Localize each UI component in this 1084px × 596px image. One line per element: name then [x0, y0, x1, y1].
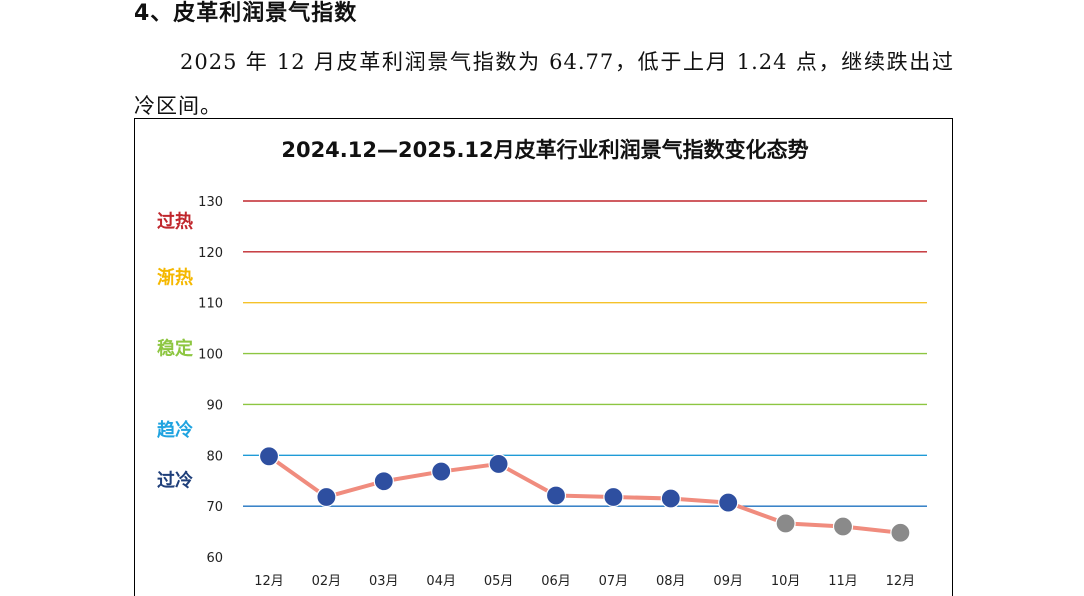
x-tick-label: 12月 — [886, 574, 916, 589]
x-tick-label: 05月 — [484, 574, 514, 589]
y-tick-label: 120 — [198, 246, 223, 261]
data-point — [718, 492, 739, 513]
x-tick-label: 06月 — [541, 574, 571, 589]
section-title: 4、皮革利润景气指数 — [134, 1, 358, 26]
series-segment — [726, 500, 788, 526]
x-tick-label: 11月 — [828, 574, 858, 589]
x-tick-label: 10月 — [771, 574, 801, 589]
zone-label: 稳定 — [157, 337, 193, 359]
zone-label: 过冷 — [157, 470, 193, 492]
y-tick-labels: 60 70 80 90 100 110 120 130 — [198, 195, 223, 566]
x-tick-label: 04月 — [426, 574, 456, 589]
data-point — [373, 471, 394, 492]
series-segment — [496, 461, 558, 498]
x-tick-label: 12月 — [254, 574, 284, 589]
zone-label: 渐热 — [157, 266, 193, 288]
reference-lines — [243, 200, 927, 507]
x-tick-labels: 12月 02月 03月 04月 05月 06月 07月 08月 09月 10月 11月 12月 — [254, 574, 915, 589]
x-tick-label: 09月 — [713, 574, 743, 589]
data-point — [431, 461, 452, 482]
data-point — [488, 453, 509, 475]
chart-title: 2024.12—2025.12月皮革行业利润景气指数变化态势 — [281, 138, 808, 162]
y-tick-label: 90 — [206, 398, 223, 413]
data-point — [316, 486, 337, 508]
data-point — [660, 488, 681, 509]
zone-label: 过热 — [157, 210, 193, 232]
y-tick-label: 110 — [198, 297, 223, 312]
data-point — [545, 485, 567, 506]
y-tick-label: 130 — [198, 195, 223, 210]
series-line — [267, 454, 903, 535]
x-tick-label: 02月 — [312, 574, 342, 589]
data-points — [258, 446, 911, 543]
y-tick-label: 60 — [206, 551, 223, 566]
data-point — [258, 446, 280, 467]
zone-label: 趋冷 — [157, 419, 193, 441]
x-tick-label: 07月 — [599, 574, 629, 589]
profit-index-line-chart: 2024.12—2025.12月皮革行业利润景气指数变化态势 60 70 80 90 1… — [157, 138, 927, 589]
x-tick-label: 08月 — [656, 574, 686, 589]
y-tick-label: 70 — [206, 500, 223, 515]
y-tick-label: 100 — [198, 348, 223, 363]
chart-frame: 2024.12—2025.12月皮革行业利润景气指数变化态势 60 70 80 90 1… — [134, 118, 953, 596]
y-tick-label: 80 — [206, 449, 223, 464]
x-tick-label: 03月 — [369, 574, 399, 589]
data-point — [603, 486, 624, 508]
data-point — [832, 516, 854, 537]
data-point — [775, 513, 796, 534]
summary-paragraph: 2025 年 12 月皮革利润景气指数为 64.77，低于上月 1.24 点，继… — [134, 50, 954, 118]
data-point — [890, 522, 911, 543]
series-segment — [267, 454, 329, 499]
